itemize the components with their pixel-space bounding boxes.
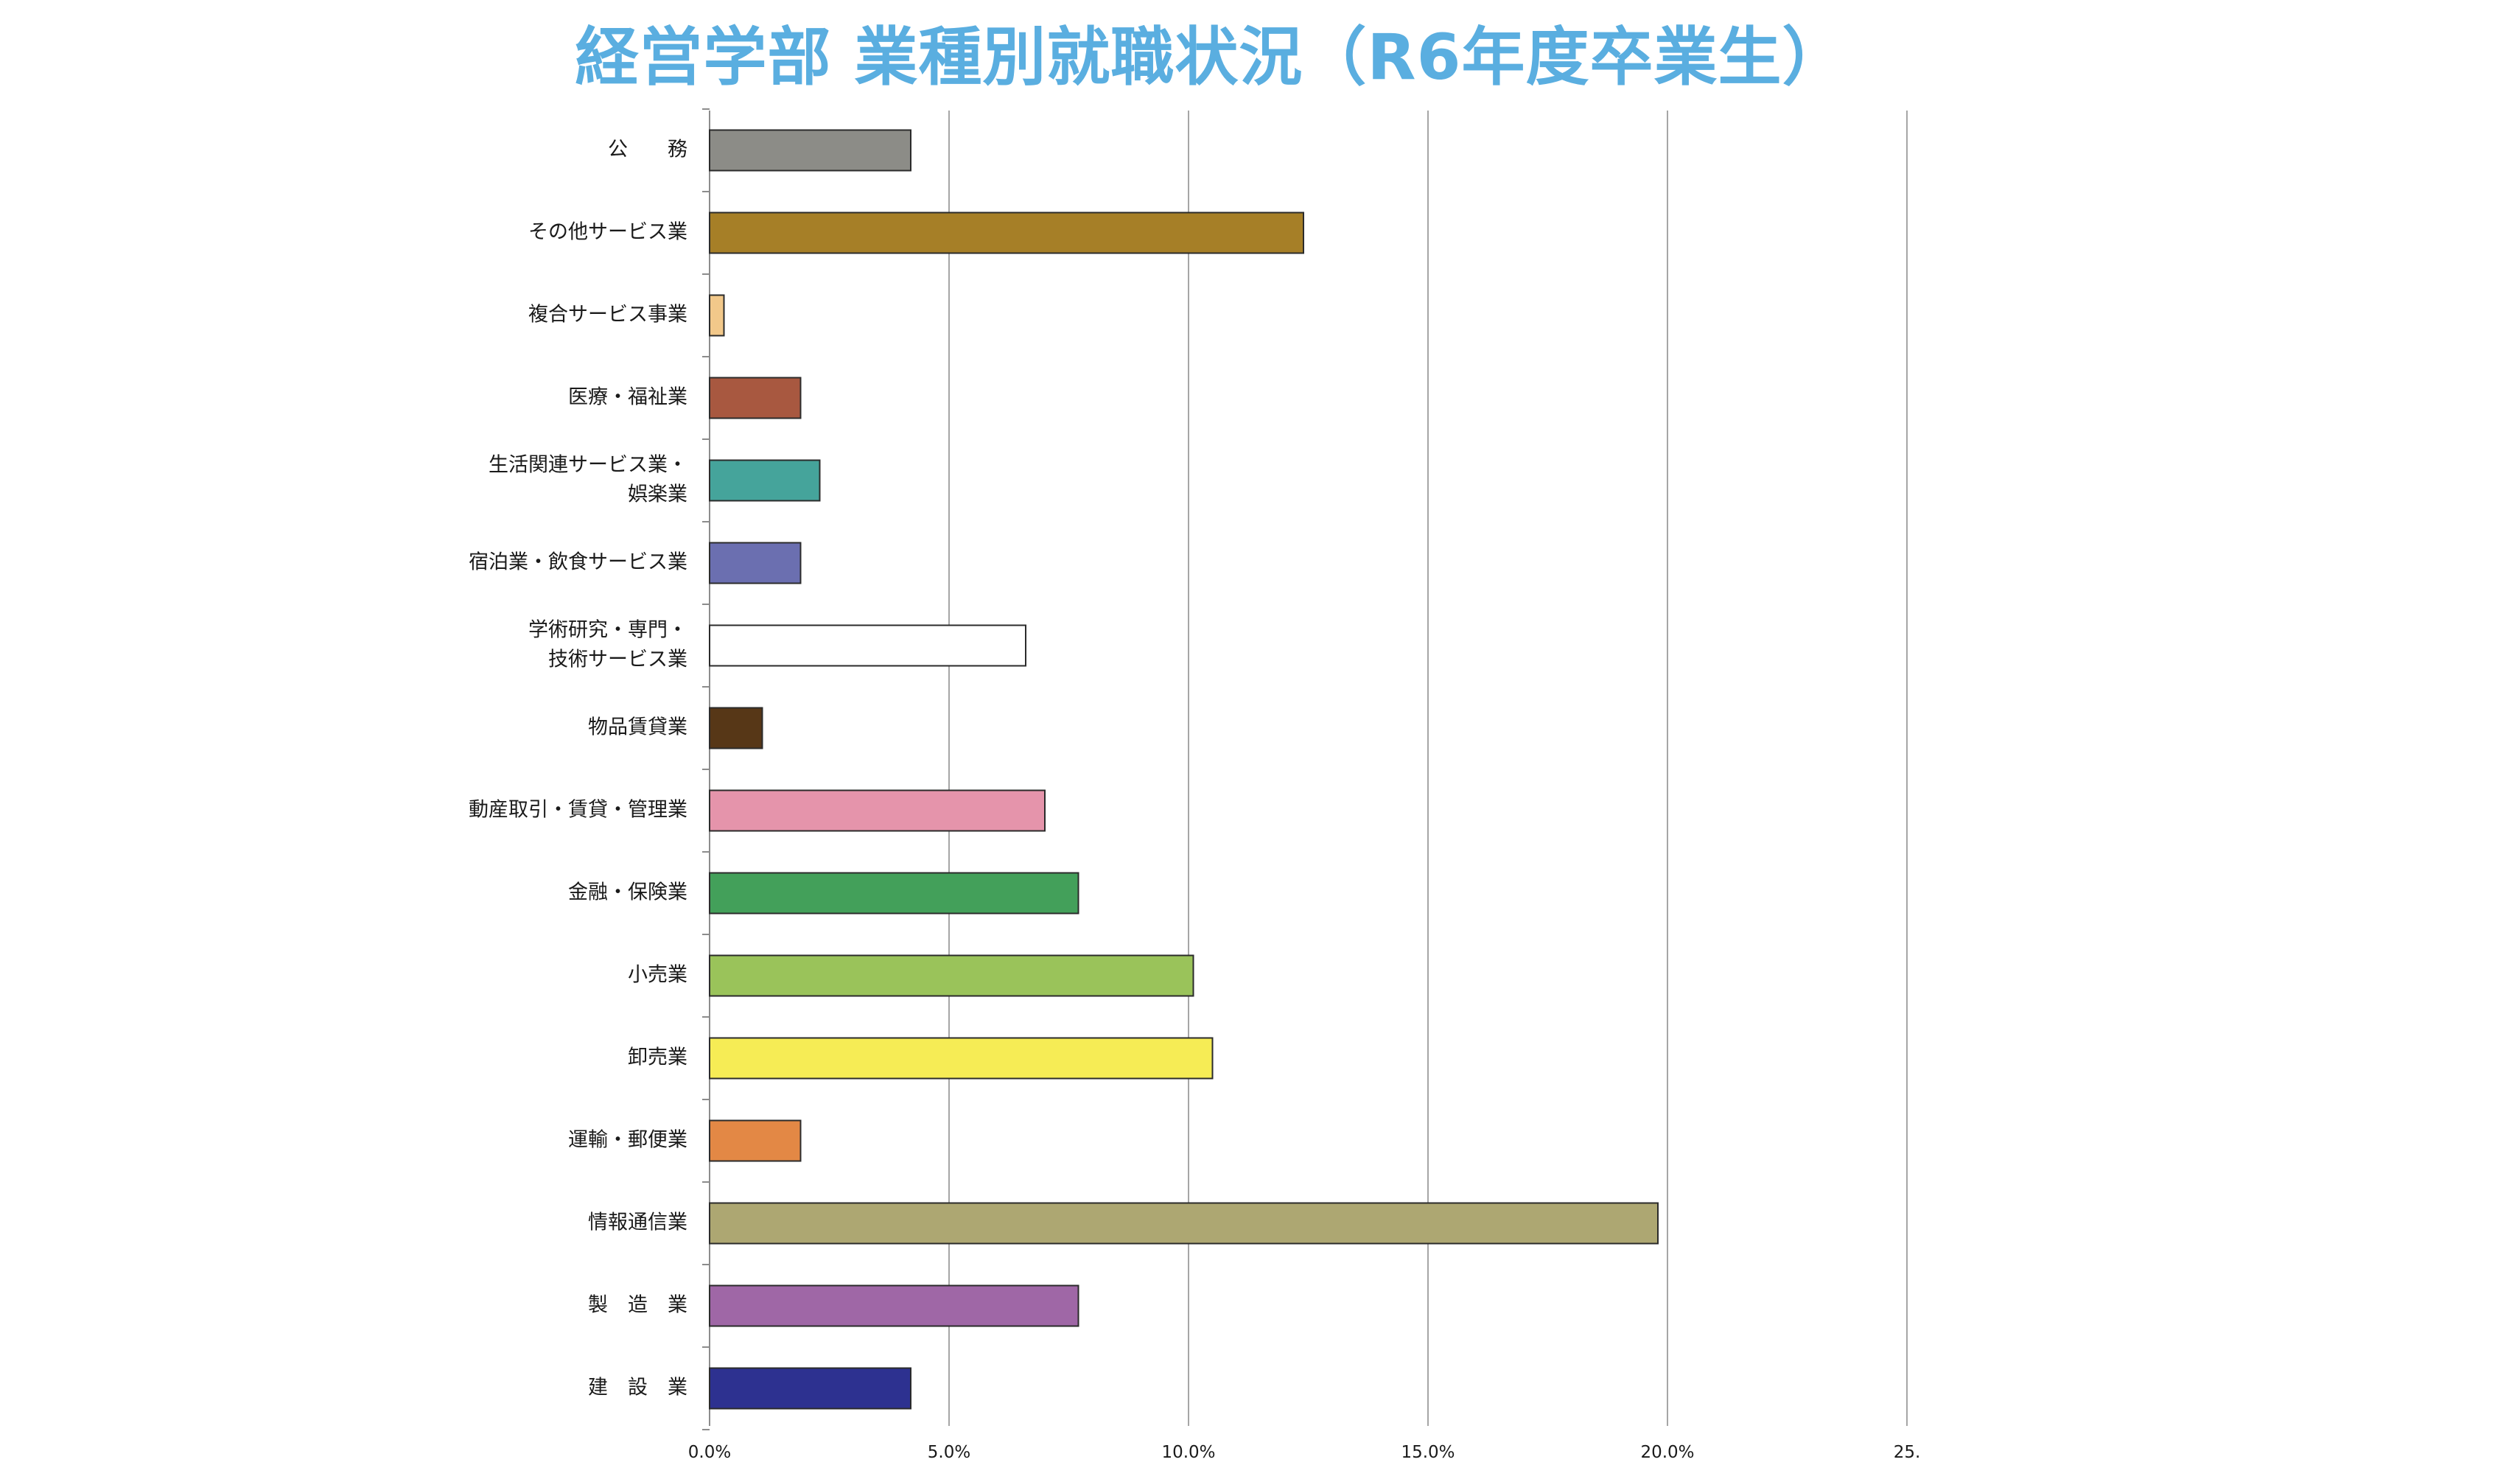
bar	[709, 789, 1046, 832]
category-label: 物品賃貸業	[588, 716, 687, 739]
category-label: 医療・福祉業	[568, 386, 687, 409]
category-label: 卸売業	[628, 1046, 687, 1069]
category-label: 動産取引・賃貸・管理業	[469, 799, 687, 822]
x-tick-labels: 0.0% 5.0% 10.0% 15.0% 20.0% 25.	[688, 1443, 1921, 1462]
bar	[709, 1202, 1659, 1245]
bar	[709, 624, 1026, 667]
category-label: 生活関連サービス業・娯楽業	[489, 454, 687, 506]
category-label: 建 設 業	[588, 1377, 687, 1399]
bar	[709, 542, 802, 584]
bar	[709, 211, 1304, 254]
bar	[709, 1119, 802, 1162]
bar	[709, 459, 821, 502]
bar	[709, 1037, 1214, 1080]
bar	[709, 1284, 1079, 1327]
x-tick-label: 10.0%	[1161, 1443, 1215, 1462]
x-tick-label: 20.0%	[1640, 1443, 1694, 1462]
category-label: 製 造 業	[588, 1294, 687, 1317]
bar	[709, 1367, 911, 1410]
bar	[709, 954, 1194, 997]
x-tick-label: 0.0%	[688, 1443, 731, 1462]
bar	[709, 377, 802, 419]
x-tick-label: 25.	[1894, 1443, 1921, 1462]
category-axis	[702, 108, 710, 1430]
bar	[709, 294, 725, 337]
category-label: 宿泊業・飲食サービス業	[469, 551, 687, 574]
chart-title: 経営学部 業種別就職状況（R6年度卒業生）	[575, 21, 1847, 94]
category-label: 小売業	[628, 964, 687, 987]
category-labels: 公 務その他サービス業複合サービス事業医療・福祉業生活関連サービス業・娯楽業宿泊…	[469, 139, 687, 1399]
category-label: 情報通信業	[588, 1211, 687, 1234]
bar	[709, 129, 911, 172]
bar	[709, 872, 1079, 915]
category-label: 複合サービス事業	[528, 304, 687, 326]
bars	[709, 129, 1659, 1410]
category-label: 運輸・郵便業	[568, 1129, 687, 1152]
category-label: その他サービス業	[528, 221, 687, 244]
bar	[709, 707, 763, 749]
x-tick-label: 15.0%	[1401, 1443, 1455, 1462]
category-label: 公 務	[608, 139, 687, 161]
category-label: 金融・保険業	[568, 881, 687, 904]
x-tick-label: 5.0%	[928, 1443, 970, 1462]
category-label: 学術研究・専門・技術サービス業	[528, 619, 687, 671]
